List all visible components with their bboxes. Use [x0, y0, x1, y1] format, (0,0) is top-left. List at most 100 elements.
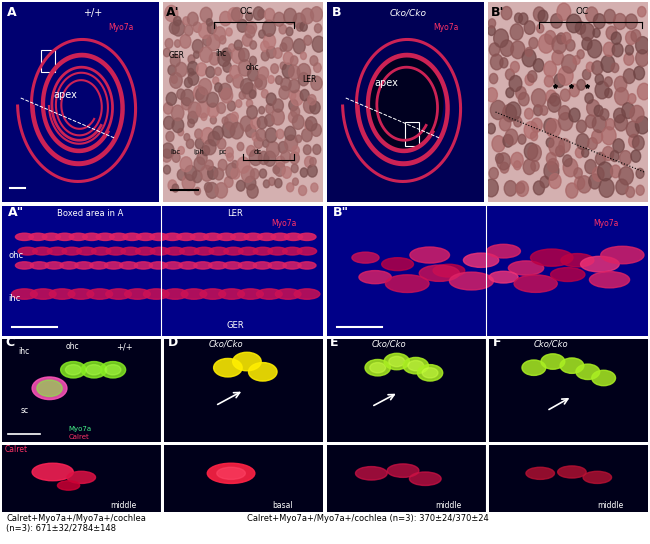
Circle shape — [66, 364, 81, 375]
Circle shape — [276, 129, 284, 139]
Circle shape — [500, 162, 509, 173]
Circle shape — [205, 182, 218, 198]
Circle shape — [276, 76, 283, 84]
Circle shape — [75, 262, 93, 269]
Circle shape — [83, 233, 101, 240]
Circle shape — [514, 161, 521, 170]
Circle shape — [563, 155, 572, 166]
Circle shape — [557, 3, 571, 21]
Circle shape — [586, 7, 598, 22]
Text: C: C — [5, 336, 14, 349]
Circle shape — [294, 289, 320, 299]
Text: apex: apex — [54, 90, 77, 100]
Circle shape — [47, 247, 67, 255]
Circle shape — [248, 362, 277, 381]
Circle shape — [181, 97, 191, 110]
Circle shape — [311, 76, 322, 90]
Circle shape — [298, 72, 309, 86]
Circle shape — [209, 53, 219, 65]
Circle shape — [90, 262, 108, 269]
Circle shape — [188, 102, 201, 118]
Circle shape — [224, 247, 243, 255]
Text: iph: iph — [193, 149, 204, 155]
Circle shape — [259, 151, 269, 164]
Circle shape — [256, 129, 266, 141]
Circle shape — [300, 168, 307, 177]
Circle shape — [266, 93, 276, 106]
Circle shape — [312, 36, 325, 52]
Circle shape — [305, 120, 313, 130]
Text: sc: sc — [21, 406, 29, 415]
Text: ohc: ohc — [66, 342, 79, 351]
Text: dc: dc — [254, 149, 262, 155]
Circle shape — [305, 156, 313, 168]
Circle shape — [224, 262, 242, 269]
Circle shape — [106, 289, 131, 299]
Circle shape — [217, 138, 226, 149]
Circle shape — [582, 70, 591, 80]
Circle shape — [188, 61, 198, 75]
Circle shape — [307, 165, 317, 177]
Text: OC: OC — [576, 7, 589, 16]
Circle shape — [522, 360, 546, 375]
Circle shape — [562, 33, 571, 44]
Circle shape — [286, 27, 293, 36]
Circle shape — [207, 22, 216, 34]
Circle shape — [502, 104, 517, 122]
Circle shape — [183, 17, 189, 25]
Circle shape — [96, 233, 114, 240]
Circle shape — [219, 36, 226, 44]
Circle shape — [531, 118, 542, 132]
Circle shape — [150, 247, 170, 255]
Circle shape — [490, 54, 503, 70]
Circle shape — [300, 89, 309, 101]
Circle shape — [60, 262, 78, 269]
Circle shape — [556, 33, 566, 44]
Circle shape — [214, 83, 222, 92]
Circle shape — [489, 73, 498, 84]
Circle shape — [486, 88, 497, 102]
Circle shape — [241, 166, 255, 182]
Circle shape — [403, 357, 428, 374]
Circle shape — [247, 184, 258, 198]
Circle shape — [237, 20, 248, 32]
Circle shape — [261, 41, 269, 52]
Circle shape — [552, 35, 567, 54]
Circle shape — [310, 157, 316, 165]
Circle shape — [504, 181, 517, 196]
Circle shape — [194, 157, 205, 171]
Circle shape — [259, 107, 265, 114]
Circle shape — [600, 109, 609, 120]
Circle shape — [291, 90, 303, 106]
Circle shape — [254, 7, 264, 20]
Circle shape — [592, 130, 603, 144]
Text: middle: middle — [597, 502, 623, 510]
Circle shape — [636, 36, 649, 54]
Circle shape — [247, 22, 257, 34]
Circle shape — [163, 48, 170, 57]
Circle shape — [566, 40, 575, 51]
Circle shape — [514, 275, 557, 292]
Circle shape — [304, 35, 312, 45]
Text: basal: basal — [272, 502, 293, 510]
Circle shape — [300, 52, 306, 59]
Circle shape — [246, 125, 256, 138]
Circle shape — [577, 134, 589, 150]
Circle shape — [12, 289, 37, 299]
Circle shape — [534, 181, 545, 195]
Circle shape — [194, 247, 214, 255]
Circle shape — [634, 66, 645, 80]
Circle shape — [247, 106, 257, 119]
Circle shape — [105, 262, 123, 269]
Circle shape — [196, 87, 208, 103]
Circle shape — [283, 262, 301, 269]
Circle shape — [540, 106, 548, 115]
Circle shape — [187, 139, 194, 149]
Circle shape — [193, 22, 202, 32]
Circle shape — [408, 361, 424, 371]
Circle shape — [237, 143, 244, 151]
Circle shape — [549, 174, 561, 189]
Circle shape — [298, 186, 307, 195]
Circle shape — [619, 151, 631, 165]
Circle shape — [257, 289, 282, 299]
